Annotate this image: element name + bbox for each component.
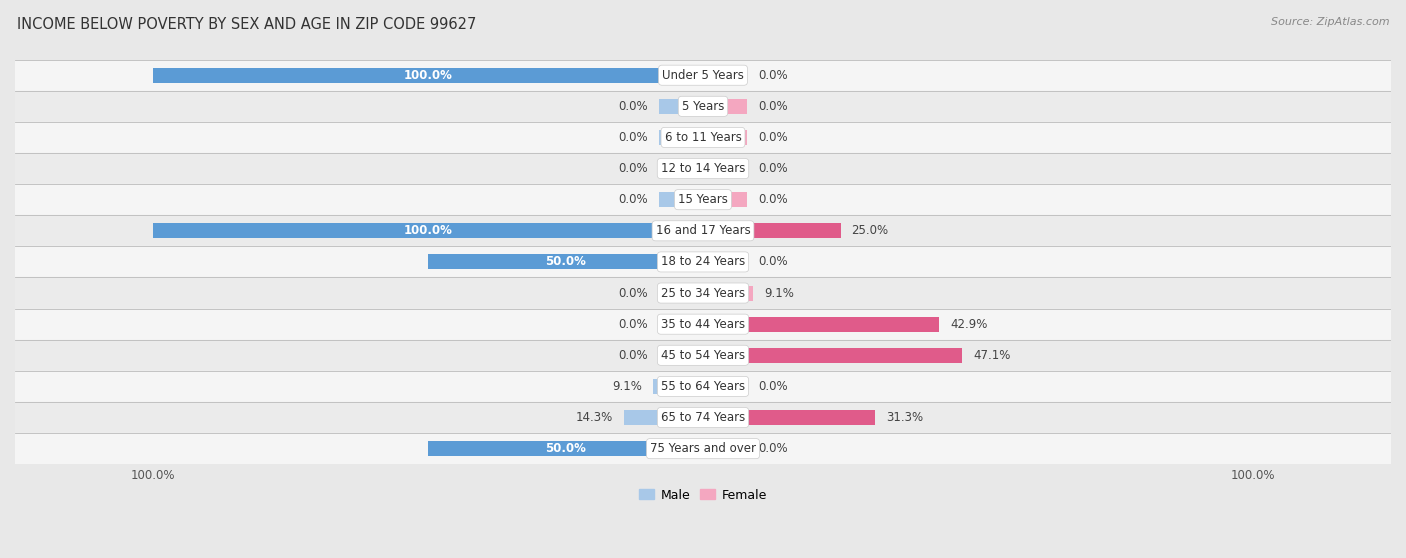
- Bar: [703, 348, 962, 363]
- Text: Source: ZipAtlas.com: Source: ZipAtlas.com: [1271, 17, 1389, 27]
- Text: 0.0%: 0.0%: [619, 193, 648, 206]
- Text: Under 5 Years: Under 5 Years: [662, 69, 744, 81]
- Text: 0.0%: 0.0%: [619, 318, 648, 331]
- Text: 16 and 17 Years: 16 and 17 Years: [655, 224, 751, 237]
- Bar: [659, 192, 703, 207]
- Bar: [703, 410, 876, 425]
- Text: 25 to 34 Years: 25 to 34 Years: [661, 287, 745, 300]
- Text: 0.0%: 0.0%: [619, 287, 648, 300]
- Text: 0.0%: 0.0%: [758, 442, 787, 455]
- Bar: [659, 317, 703, 331]
- Text: 6 to 11 Years: 6 to 11 Years: [665, 131, 741, 144]
- Text: 35 to 44 Years: 35 to 44 Years: [661, 318, 745, 331]
- Bar: [624, 410, 703, 425]
- Text: 0.0%: 0.0%: [619, 349, 648, 362]
- Bar: [659, 161, 703, 176]
- Text: 65 to 74 Years: 65 to 74 Years: [661, 411, 745, 424]
- Bar: [703, 379, 747, 394]
- Bar: [659, 348, 703, 363]
- Bar: [703, 254, 747, 270]
- Bar: [15, 340, 1391, 371]
- Bar: [703, 317, 939, 331]
- Bar: [703, 99, 747, 114]
- Bar: [153, 223, 703, 238]
- Bar: [659, 99, 703, 114]
- Bar: [703, 223, 841, 238]
- Bar: [15, 277, 1391, 309]
- Bar: [703, 286, 754, 301]
- Bar: [15, 122, 1391, 153]
- Text: 9.1%: 9.1%: [763, 287, 794, 300]
- Text: 100.0%: 100.0%: [404, 69, 453, 81]
- Legend: Male, Female: Male, Female: [634, 484, 772, 507]
- Bar: [703, 130, 747, 145]
- Text: 9.1%: 9.1%: [612, 380, 643, 393]
- Bar: [15, 60, 1391, 91]
- Bar: [15, 309, 1391, 340]
- Bar: [703, 161, 747, 176]
- Bar: [15, 91, 1391, 122]
- Bar: [15, 433, 1391, 464]
- Text: 55 to 64 Years: 55 to 64 Years: [661, 380, 745, 393]
- Text: 18 to 24 Years: 18 to 24 Years: [661, 256, 745, 268]
- Bar: [15, 247, 1391, 277]
- Text: 5 Years: 5 Years: [682, 100, 724, 113]
- Text: 15 Years: 15 Years: [678, 193, 728, 206]
- Bar: [652, 379, 703, 394]
- Bar: [15, 402, 1391, 433]
- Text: 0.0%: 0.0%: [619, 162, 648, 175]
- Text: 47.1%: 47.1%: [973, 349, 1011, 362]
- Text: 100.0%: 100.0%: [404, 224, 453, 237]
- Text: 0.0%: 0.0%: [758, 193, 787, 206]
- Bar: [15, 184, 1391, 215]
- Text: INCOME BELOW POVERTY BY SEX AND AGE IN ZIP CODE 99627: INCOME BELOW POVERTY BY SEX AND AGE IN Z…: [17, 17, 477, 32]
- Text: 50.0%: 50.0%: [546, 256, 586, 268]
- Bar: [703, 192, 747, 207]
- Text: 25.0%: 25.0%: [852, 224, 889, 237]
- Text: 14.3%: 14.3%: [576, 411, 613, 424]
- Text: 50.0%: 50.0%: [546, 442, 586, 455]
- Text: 0.0%: 0.0%: [758, 256, 787, 268]
- Bar: [659, 286, 703, 301]
- Bar: [703, 68, 747, 83]
- Bar: [427, 441, 703, 456]
- Text: 45 to 54 Years: 45 to 54 Years: [661, 349, 745, 362]
- Text: 42.9%: 42.9%: [950, 318, 987, 331]
- Text: 0.0%: 0.0%: [619, 100, 648, 113]
- Text: 0.0%: 0.0%: [758, 162, 787, 175]
- Text: 75 Years and over: 75 Years and over: [650, 442, 756, 455]
- Bar: [659, 130, 703, 145]
- Text: 0.0%: 0.0%: [619, 131, 648, 144]
- Bar: [427, 254, 703, 270]
- Text: 31.3%: 31.3%: [886, 411, 924, 424]
- Text: 0.0%: 0.0%: [758, 380, 787, 393]
- Bar: [15, 215, 1391, 247]
- Bar: [153, 68, 703, 83]
- Text: 0.0%: 0.0%: [758, 100, 787, 113]
- Bar: [15, 371, 1391, 402]
- Text: 0.0%: 0.0%: [758, 131, 787, 144]
- Bar: [703, 441, 747, 456]
- Text: 0.0%: 0.0%: [758, 69, 787, 81]
- Bar: [15, 153, 1391, 184]
- Text: 12 to 14 Years: 12 to 14 Years: [661, 162, 745, 175]
